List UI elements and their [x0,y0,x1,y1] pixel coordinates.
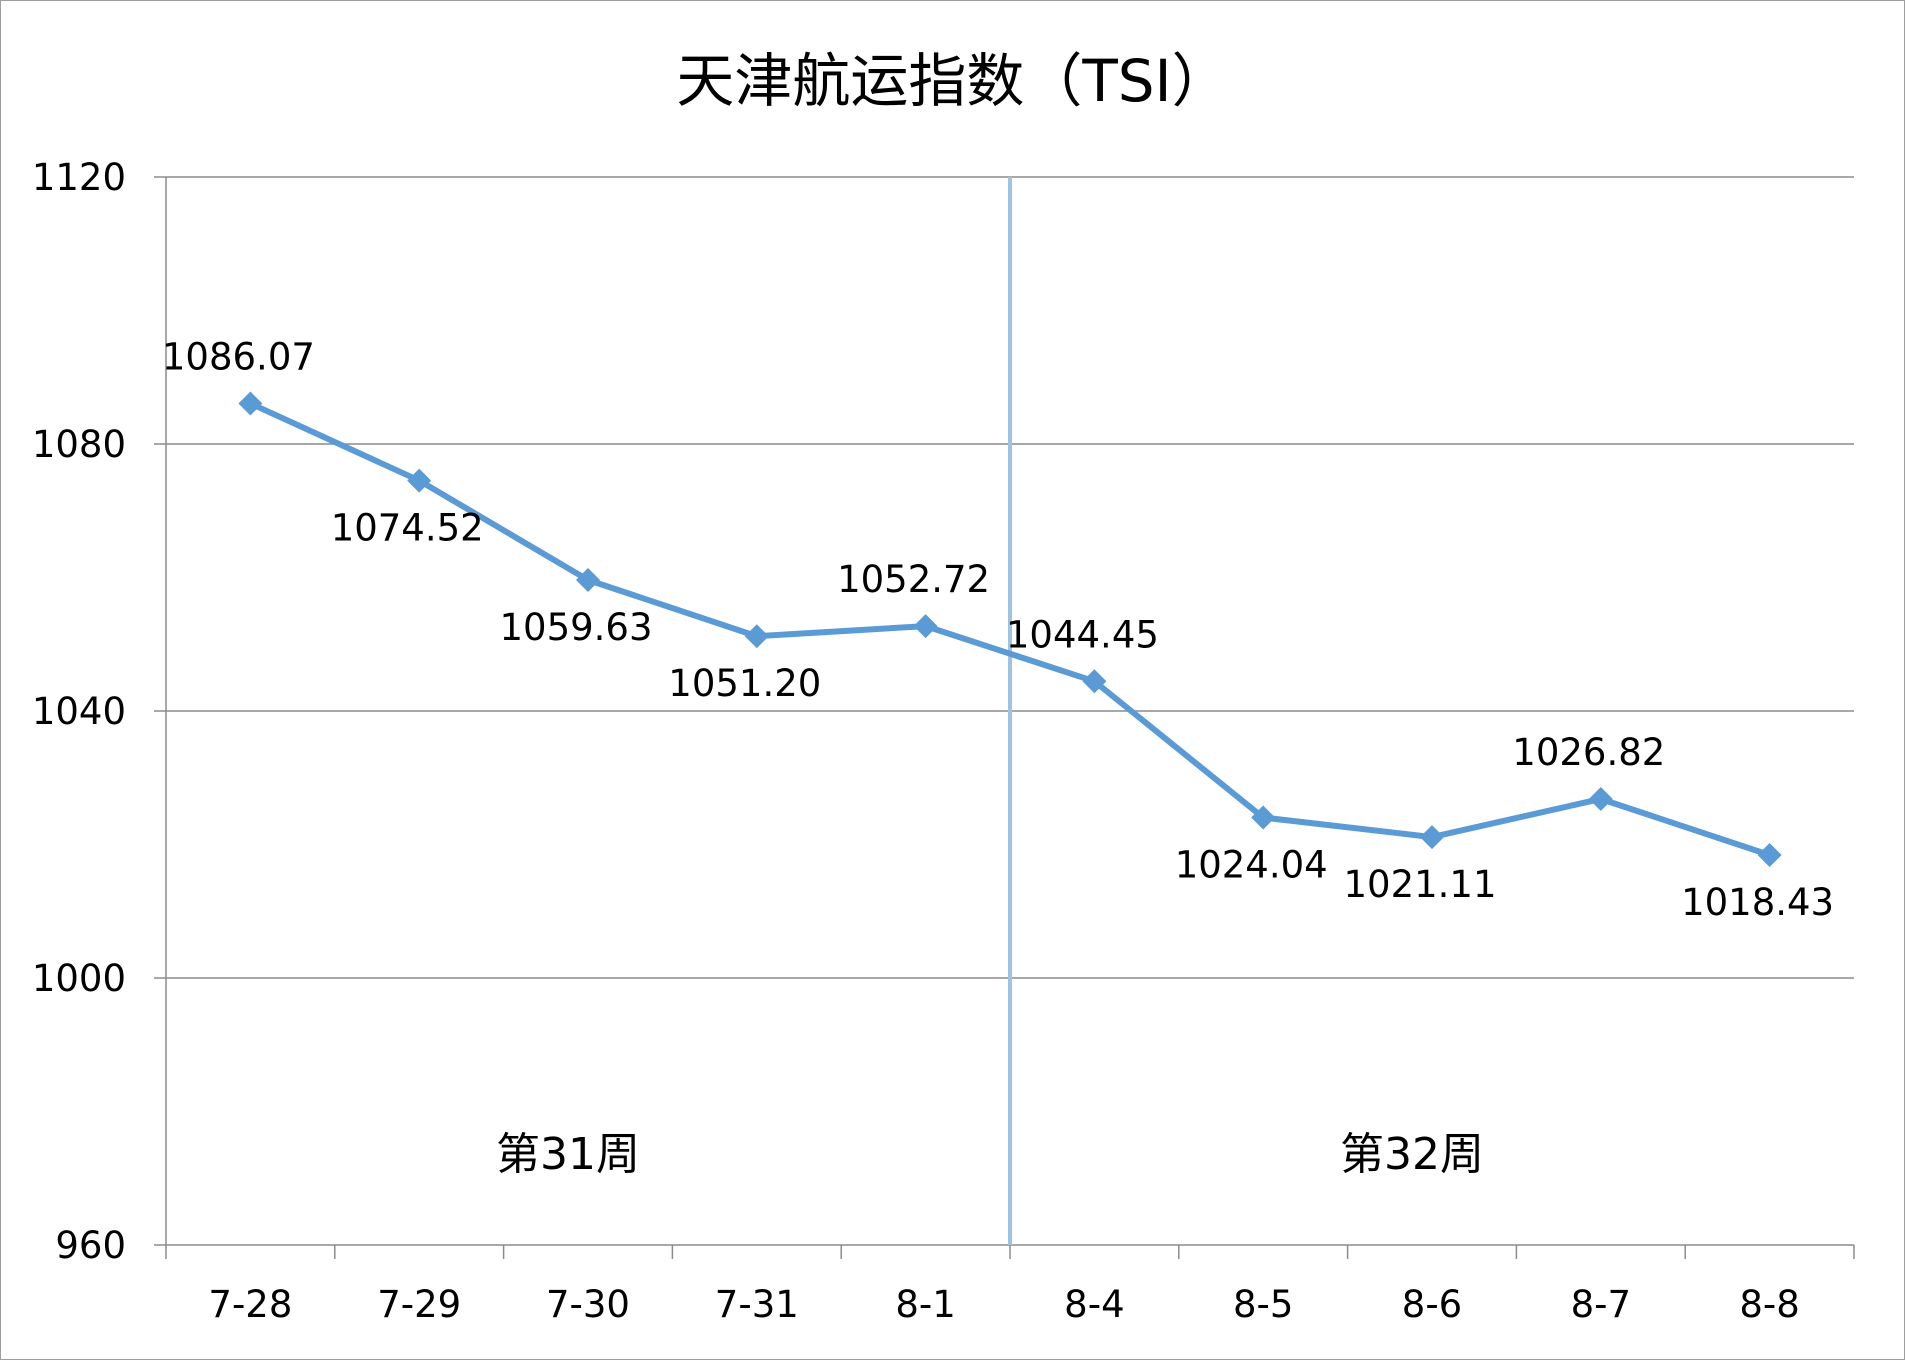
data-label: 1044.45 [1006,613,1159,656]
series-line [249,400,1771,858]
data-label: 1021.11 [1343,863,1496,906]
week-label: 第31周 [496,1129,640,1180]
x-tick-label: 8-6 [1402,1283,1462,1326]
chart-title: 天津航运指数（TSI） [676,47,1229,115]
x-tick-label: 7-31 [715,1283,799,1326]
x-tick-label: 7-29 [377,1283,461,1326]
data-label: 1074.52 [331,507,484,550]
x-tick-label: 7-28 [208,1283,292,1326]
data-point [1757,842,1782,867]
week-label: 第32周 [1340,1129,1484,1180]
data-point [407,468,432,493]
data-point [913,614,938,639]
y-tick-label: 1120 [32,156,126,199]
series-group [238,391,1782,867]
data-point [1420,825,1444,850]
week-annotations: 第31周 第32周 [496,1129,1484,1180]
data-point [744,624,769,649]
data-label: 1052.72 [837,558,990,601]
x-axis-ticks: 7-28 7-29 7-30 7-31 8-1 8-4 8-5 8-6 8-7 8-8 [165,1245,1855,1326]
y-tick-label: 1000 [32,957,126,1000]
y-axis-ticks: 960 1000 1040 1080 1120 [32,156,166,1267]
data-labels: 1086.07 1074.52 1059.63 1051.20 1052.72 1044.… [162,335,1834,923]
data-label: 1051.20 [668,662,821,705]
x-tick-label: 8-5 [1233,1283,1293,1326]
data-point [238,391,263,416]
x-tick-label: 8-4 [1064,1283,1124,1326]
data-label: 1026.82 [1512,731,1665,774]
data-label: 1024.04 [1175,844,1328,887]
y-tick-label: 1040 [32,690,126,733]
x-tick-label: 7-30 [546,1283,630,1326]
data-point [1251,805,1276,830]
y-tick-label: 960 [55,1224,126,1267]
data-label: 1086.07 [162,335,315,378]
x-tick-label: 8-7 [1571,1283,1631,1326]
data-point [1082,669,1107,694]
x-tick-label: 8-1 [895,1283,955,1326]
data-label: 1018.43 [1681,881,1834,924]
y-tick-label: 1080 [32,423,126,466]
data-point [1588,786,1613,811]
data-label: 1059.63 [499,606,652,649]
data-point [576,567,600,592]
x-tick-label: 8-8 [1739,1283,1799,1326]
